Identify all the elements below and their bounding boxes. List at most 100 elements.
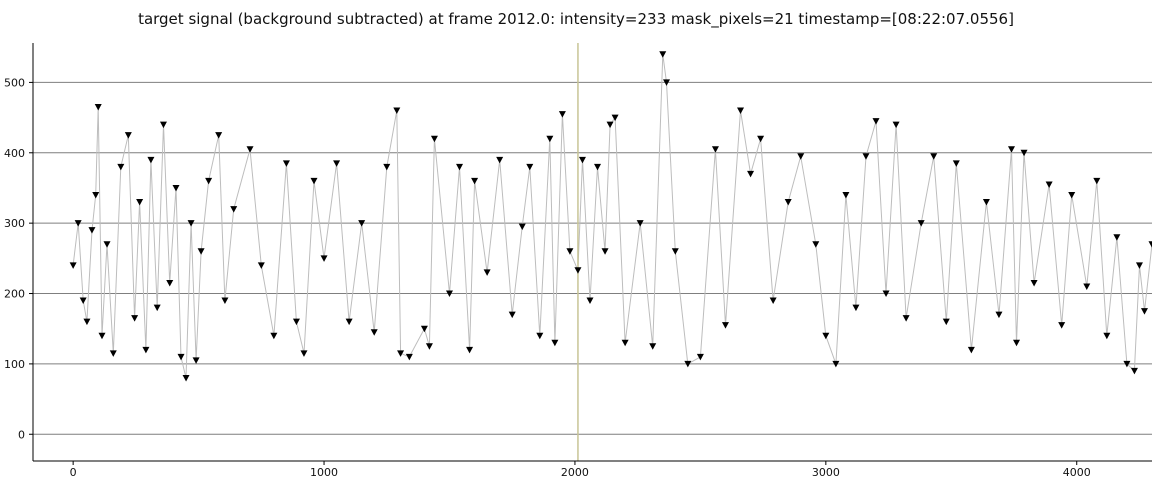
data-point-21 bbox=[182, 374, 190, 382]
y-tick-label-0: 0 bbox=[18, 428, 25, 441]
data-point-67 bbox=[606, 121, 614, 129]
data-point-105 bbox=[1030, 279, 1038, 287]
data-point-99 bbox=[967, 346, 975, 354]
data-point-52 bbox=[483, 269, 491, 276]
data-point-85 bbox=[812, 241, 820, 248]
data-point-56 bbox=[526, 163, 534, 171]
data-point-31 bbox=[270, 332, 278, 340]
data-point-74 bbox=[671, 248, 679, 255]
data-point-79 bbox=[737, 107, 745, 115]
data-point-58 bbox=[546, 135, 554, 143]
data-point-66 bbox=[601, 248, 609, 255]
data-point-72 bbox=[659, 51, 667, 58]
data-point-14 bbox=[142, 346, 150, 354]
data-point-93 bbox=[892, 121, 900, 129]
data-point-117 bbox=[1148, 241, 1152, 248]
data-point-9 bbox=[109, 350, 117, 357]
y-tick-label-200: 200 bbox=[4, 288, 25, 301]
data-point-75 bbox=[684, 360, 692, 368]
data-point-111 bbox=[1103, 332, 1111, 340]
data-point-57 bbox=[536, 332, 544, 340]
data-point-91 bbox=[872, 118, 880, 125]
data-point-55 bbox=[518, 223, 526, 231]
data-point-84 bbox=[797, 153, 805, 160]
data-point-41 bbox=[383, 163, 391, 171]
data-point-89 bbox=[852, 304, 860, 312]
data-point-35 bbox=[310, 177, 318, 185]
data-point-98 bbox=[952, 160, 960, 167]
data-point-18 bbox=[166, 279, 174, 287]
data-point-49 bbox=[456, 163, 464, 171]
data-point-54 bbox=[508, 311, 516, 319]
data-point-116 bbox=[1140, 308, 1148, 315]
data-point-106 bbox=[1045, 181, 1053, 188]
y-tick-label-400: 400 bbox=[4, 147, 25, 160]
data-point-68 bbox=[611, 114, 619, 122]
data-point-37 bbox=[333, 160, 341, 167]
x-tick-label-3000: 3000 bbox=[812, 466, 840, 479]
data-point-46 bbox=[425, 343, 433, 350]
data-point-103 bbox=[1013, 339, 1021, 347]
data-point-78 bbox=[721, 322, 729, 329]
x-tick-labels: 0 1000 2000 3000 4000 bbox=[70, 466, 1091, 479]
data-point-19 bbox=[172, 184, 180, 192]
data-point-61 bbox=[566, 248, 574, 255]
data-point-59 bbox=[551, 339, 559, 347]
data-point-17 bbox=[159, 121, 167, 129]
data-point-90 bbox=[862, 153, 870, 160]
data-point-113 bbox=[1123, 360, 1131, 368]
y-tick-labels: 0 100 200 300 400 500 bbox=[4, 76, 25, 441]
data-point-87 bbox=[832, 360, 840, 368]
data-point-108 bbox=[1068, 192, 1076, 199]
data-point-101 bbox=[995, 311, 1003, 319]
data-point-88 bbox=[842, 192, 850, 199]
y-tick-label-500: 500 bbox=[4, 76, 25, 89]
data-point-10 bbox=[117, 163, 125, 171]
data-point-6 bbox=[94, 104, 102, 111]
data-point-28 bbox=[230, 206, 238, 213]
series-line bbox=[72, 54, 1152, 379]
data-point-38 bbox=[345, 318, 353, 326]
data-point-48 bbox=[445, 290, 453, 298]
data-point-76 bbox=[696, 353, 704, 361]
x-tick-label-0: 0 bbox=[70, 466, 77, 479]
data-point-39 bbox=[358, 220, 366, 227]
data-point-22 bbox=[187, 220, 195, 227]
data-point-12 bbox=[131, 315, 139, 322]
data-point-97 bbox=[942, 318, 950, 326]
data-point-4 bbox=[88, 227, 96, 234]
data-point-47 bbox=[430, 135, 438, 143]
data-point-77 bbox=[711, 146, 719, 153]
data-point-20 bbox=[177, 353, 185, 361]
data-point-1 bbox=[74, 220, 82, 227]
data-markers bbox=[69, 51, 1152, 382]
chart-title: target signal (background subtracted) at… bbox=[138, 10, 1014, 28]
data-point-71 bbox=[649, 343, 657, 350]
axes bbox=[29, 43, 1152, 465]
data-point-51 bbox=[471, 177, 479, 185]
data-point-44 bbox=[405, 353, 413, 361]
data-point-27 bbox=[221, 297, 229, 305]
data-point-64 bbox=[586, 297, 594, 305]
data-point-86 bbox=[822, 332, 830, 340]
data-point-43 bbox=[397, 350, 405, 357]
data-point-114 bbox=[1130, 367, 1138, 375]
data-point-96 bbox=[930, 153, 938, 160]
data-point-13 bbox=[136, 199, 144, 206]
data-point-115 bbox=[1135, 262, 1143, 269]
data-point-3 bbox=[83, 318, 91, 326]
data-point-40 bbox=[370, 329, 378, 336]
data-point-53 bbox=[496, 156, 504, 164]
data-point-24 bbox=[197, 248, 205, 255]
data-point-32 bbox=[282, 160, 290, 167]
data-point-112 bbox=[1113, 234, 1121, 241]
data-point-95 bbox=[917, 220, 925, 227]
data-point-104 bbox=[1020, 149, 1028, 157]
data-point-69 bbox=[621, 339, 629, 347]
data-point-8 bbox=[103, 241, 111, 248]
data-point-45 bbox=[420, 325, 428, 333]
data-point-110 bbox=[1093, 177, 1101, 185]
data-point-33 bbox=[292, 318, 300, 326]
connector-lines bbox=[72, 54, 1152, 379]
